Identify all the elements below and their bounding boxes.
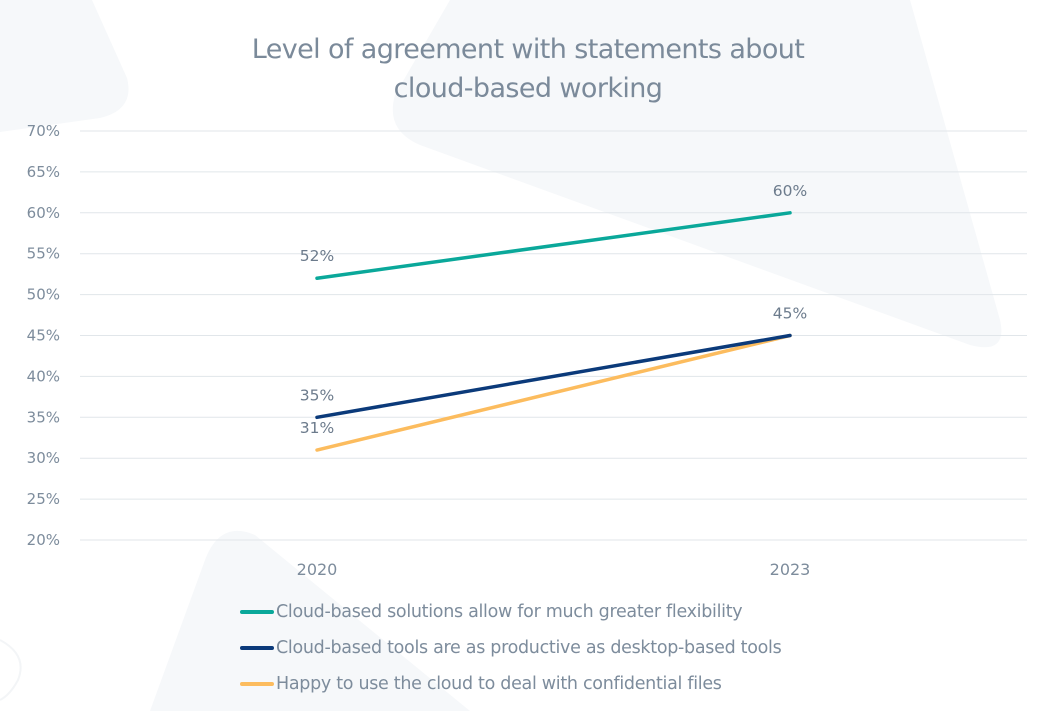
legend-label: Cloud-based tools are as productive as d…	[276, 638, 782, 658]
y-tick-label: 65%	[27, 163, 60, 181]
y-tick-label: 30%	[27, 449, 60, 467]
background-shape-top-left	[0, 0, 129, 132]
chart-title-line-2: cloud-based working	[393, 73, 663, 104]
y-tick-label: 60%	[27, 204, 60, 222]
background-shape-bottom	[150, 530, 470, 711]
series-lines	[315, 211, 792, 452]
legend-label: Happy to use the cloud to deal with conf…	[276, 674, 722, 694]
legend-swatch-flexibility	[240, 610, 274, 614]
data-label: 45%	[773, 305, 807, 323]
series-line	[315, 333, 792, 420]
legend-swatch-productive	[240, 646, 274, 650]
x-tick-label: 2023	[770, 560, 811, 579]
chart-title-line-1: Level of agreement with statements about	[251, 34, 805, 65]
gridlines	[80, 130, 1027, 541]
y-tick-label: 20%	[27, 531, 60, 549]
y-tick-label: 25%	[27, 490, 60, 508]
legend-item-confidential[interactable]: Happy to use the cloud to deal with conf…	[240, 666, 781, 702]
y-tick-label: 70%	[27, 122, 60, 140]
legend-item-flexibility[interactable]: Cloud-based solutions allow for much gre…	[240, 594, 781, 630]
series-line	[315, 333, 792, 452]
background-shape-bottom-left	[0, 639, 22, 701]
x-tick-label: 2020	[297, 560, 338, 579]
y-axis: 70% 65% 60% 55% 50% 45% 40% 35% 30% 25% 20%	[27, 122, 60, 549]
data-label: 52%	[300, 247, 334, 265]
y-tick-label: 45%	[27, 327, 60, 345]
series-line	[315, 211, 792, 280]
data-label: 60%	[773, 182, 807, 200]
data-label: 31%	[300, 419, 334, 437]
y-tick-label: 50%	[27, 286, 60, 304]
y-tick-label: 35%	[27, 408, 60, 426]
chart-title: Level of agreement with statements about…	[0, 30, 1056, 108]
y-tick-label: 55%	[27, 245, 60, 263]
data-label: 35%	[300, 386, 334, 404]
legend-item-productive[interactable]: Cloud-based tools are as productive as d…	[240, 630, 782, 666]
legend: Cloud-based solutions allow for much gre…	[240, 594, 782, 702]
background-shape-right	[392, 0, 1002, 348]
legend-swatch-confidential	[240, 682, 274, 686]
y-tick-label: 40%	[27, 367, 60, 385]
data-labels: 52% 60% 35% 45% 31%	[300, 182, 807, 437]
legend-label: Cloud-based solutions allow for much gre…	[276, 602, 743, 622]
x-axis: 2020 2023	[297, 560, 811, 579]
